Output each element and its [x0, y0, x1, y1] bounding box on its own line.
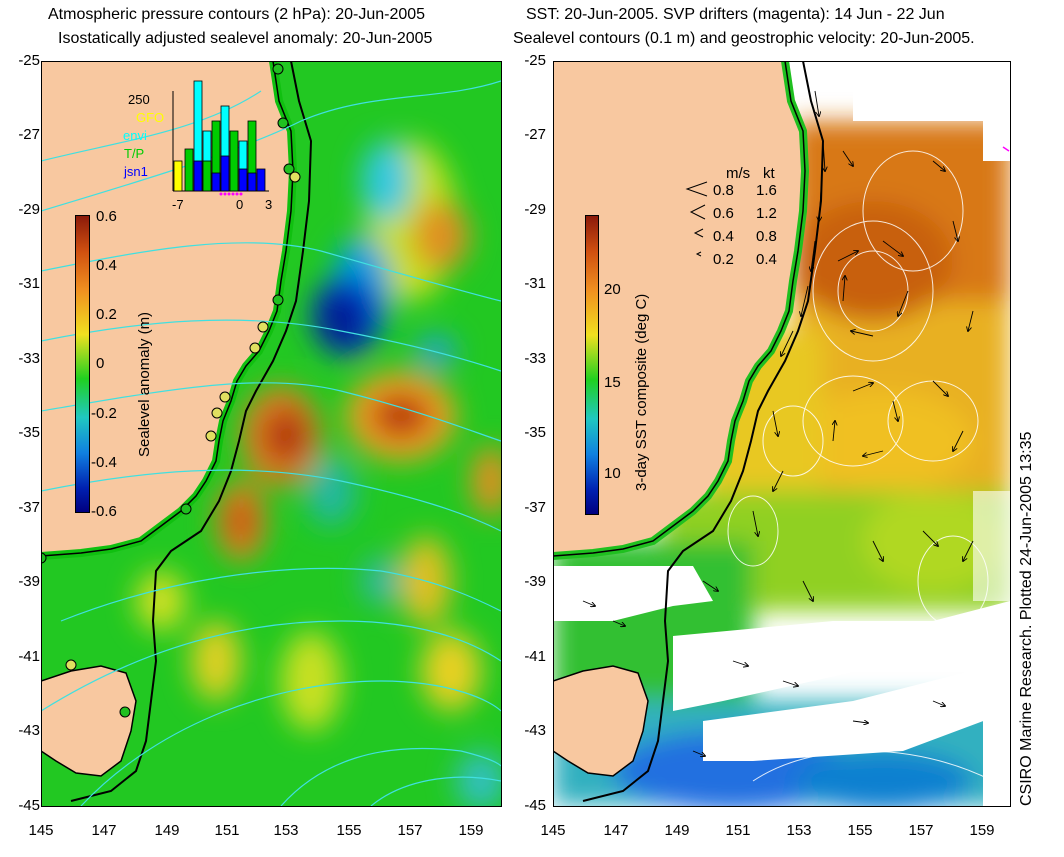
- left-map-frame: [41, 61, 502, 807]
- inset-xtick: -7: [172, 197, 184, 212]
- inset-ymax: 250: [128, 92, 150, 107]
- velocity-ms: 0.6: [713, 205, 734, 222]
- right-title-line2: Sealevel contours (0.1 m) and geostrophi…: [513, 30, 975, 47]
- left-cbar-tick: -0.2: [91, 405, 117, 422]
- anomaly-field: [136, 141, 501, 806]
- left-cbar-tick: 0: [96, 355, 105, 372]
- y-tick: -43: [18, 722, 40, 739]
- left-cbar-tick: 0.4: [96, 257, 117, 274]
- y-tick: -37: [18, 499, 40, 516]
- x-tick: 145: [540, 822, 566, 839]
- right-title-line1: SST: 20-Jun-2005. SVP drifters (magenta)…: [526, 6, 945, 23]
- x-tick: 149: [664, 822, 690, 839]
- x-tick: 147: [91, 822, 117, 839]
- sealevel-contours: [727, 150, 994, 782]
- x-tick: 151: [725, 822, 751, 839]
- tasmania-land: [553, 666, 648, 776]
- isobath: [582, 61, 825, 802]
- sst-colorbar: [585, 215, 599, 515]
- sst-map: [553, 61, 1010, 806]
- x-tick: 157: [908, 822, 934, 839]
- x-tick: 155: [336, 822, 362, 839]
- y-tick: -31: [524, 275, 546, 292]
- isobath: [70, 61, 313, 802]
- pressure-contours: [41, 80, 501, 806]
- y-tick: -29: [18, 201, 40, 218]
- coastline: [41, 61, 294, 557]
- inset-series-jsn1: jsn1: [124, 164, 148, 179]
- x-tick: 159: [458, 822, 484, 839]
- y-tick: -25: [18, 52, 40, 69]
- velocity-kt: 1.2: [756, 205, 777, 222]
- x-tick: 145: [28, 822, 54, 839]
- x-tick: 149: [154, 822, 180, 839]
- velocity-kt: 1.6: [756, 182, 777, 199]
- x-tick: 153: [273, 822, 299, 839]
- y-tick: -27: [524, 126, 546, 143]
- y-tick: -35: [524, 424, 546, 441]
- y-tick: -31: [18, 275, 40, 292]
- left-cbar-tick: 0.6: [96, 208, 117, 225]
- left-title-line2: Isostatically adjusted sealevel anomaly:…: [58, 30, 433, 47]
- x-tick: 147: [603, 822, 629, 839]
- sealevel-anomaly-map: [41, 61, 501, 806]
- tide-gauges: [41, 63, 301, 718]
- velocity-header-kt: kt: [763, 165, 775, 182]
- y-tick: -43: [524, 722, 546, 739]
- y-tick: -45: [524, 797, 546, 814]
- inset-series-tp: T/P: [124, 146, 145, 161]
- velocity-arrows: [582, 90, 974, 756]
- sst-field: [553, 121, 1010, 806]
- inset-xtick: 0: [236, 197, 244, 212]
- y-tick: -39: [524, 573, 546, 590]
- x-tick: 157: [397, 822, 423, 839]
- left-map: 0.6 0.4 0.2 0 -0.2 -0.4 -0.6 Sealevel an…: [41, 61, 501, 806]
- left-title-line1: Atmospheric pressure contours (2 hPa): 2…: [48, 6, 426, 23]
- y-tick: -41: [524, 648, 546, 665]
- sealevel-colorbar: [75, 215, 90, 513]
- left-cbar-tick: -0.4: [91, 454, 117, 471]
- y-tick: -37: [524, 499, 546, 516]
- credit-text: CSIRO Marine Research. Plotted 24-Jun-20…: [1018, 431, 1035, 806]
- velocity-ms: 0.4: [713, 228, 734, 245]
- y-tick: -25: [524, 52, 546, 69]
- velocity-ms: 0.2: [713, 251, 734, 268]
- right-map-frame: [553, 61, 1011, 807]
- left-cbar-tick: -0.6: [91, 503, 117, 520]
- x-tick: 151: [214, 822, 240, 839]
- y-tick: -45: [18, 797, 40, 814]
- y-tick: -35: [18, 424, 40, 441]
- cloud-gaps: [553, 61, 1010, 806]
- velocity-legend-arrows: [685, 181, 708, 257]
- velocity-kt: 0.8: [756, 228, 777, 245]
- x-tick: 159: [969, 822, 995, 839]
- velocity-kt: 0.4: [756, 251, 777, 268]
- right-cbar-tick: 10: [604, 465, 621, 482]
- y-tick: -33: [18, 350, 40, 367]
- tasmania-land: [41, 666, 136, 776]
- svp-drifters: [1002, 146, 1010, 152]
- y-tick: -39: [18, 573, 40, 590]
- x-tick: 153: [786, 822, 812, 839]
- velocity-ms: 0.8: [713, 182, 734, 199]
- right-cbar-tick: 15: [604, 374, 621, 391]
- x-tick: 155: [847, 822, 873, 839]
- y-tick: -33: [524, 350, 546, 367]
- velocity-header-ms: m/s: [726, 165, 751, 182]
- inset-series-gfo: GFO: [136, 110, 165, 125]
- y-tick: -29: [524, 201, 546, 218]
- observation-count-inset: [172, 80, 269, 196]
- coastline: [553, 61, 806, 557]
- right-map: 20 15 10 3-day SST composite (deg C) m/s…: [553, 61, 1010, 806]
- left-cbar-tick: 0.2: [96, 306, 117, 323]
- inset-series-envi: envi: [123, 128, 147, 143]
- australia-land: [553, 61, 805, 556]
- right-cbar-tick: 20: [604, 281, 621, 298]
- inset-xtick: 3: [265, 197, 273, 212]
- y-tick: -41: [18, 648, 40, 665]
- y-tick: -27: [18, 126, 40, 143]
